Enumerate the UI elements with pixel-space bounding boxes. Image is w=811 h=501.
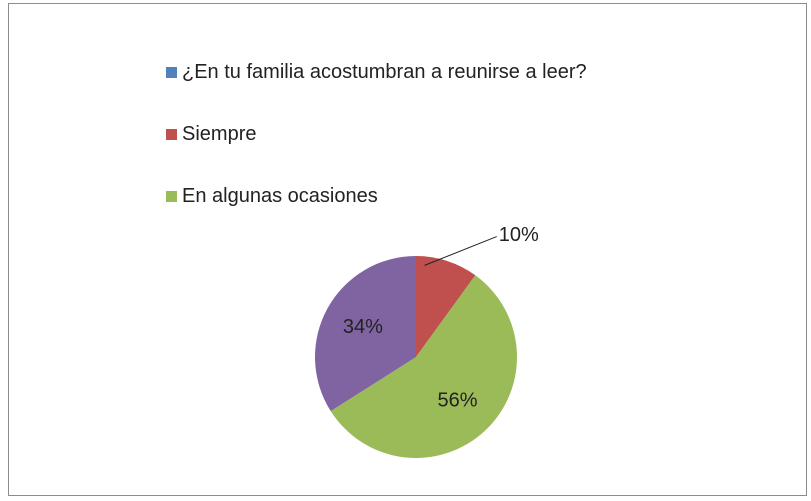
chart-frame <box>8 3 807 496</box>
legend-item: En algunas ocasiones <box>166 182 656 210</box>
legend-label: Siempre <box>182 123 257 145</box>
pie-slice <box>416 256 476 357</box>
leader-line <box>424 236 497 266</box>
legend-label: En algunas ocasiones <box>182 185 378 207</box>
data-label: 34% <box>343 316 383 338</box>
pie-slice <box>314 256 416 412</box>
legend-swatch <box>166 67 177 78</box>
pie-slice <box>330 275 517 458</box>
legend-label: ¿En tu familia acostumbran a reunirse a … <box>182 61 587 83</box>
legend-swatch <box>166 191 177 202</box>
legend-swatch <box>166 129 177 140</box>
data-label: 56% <box>437 389 477 411</box>
legend-item: Siempre <box>166 120 656 148</box>
data-label: 10% <box>499 224 539 246</box>
legend-item: ¿En tu familia acostumbran a reunirse a … <box>166 58 656 86</box>
